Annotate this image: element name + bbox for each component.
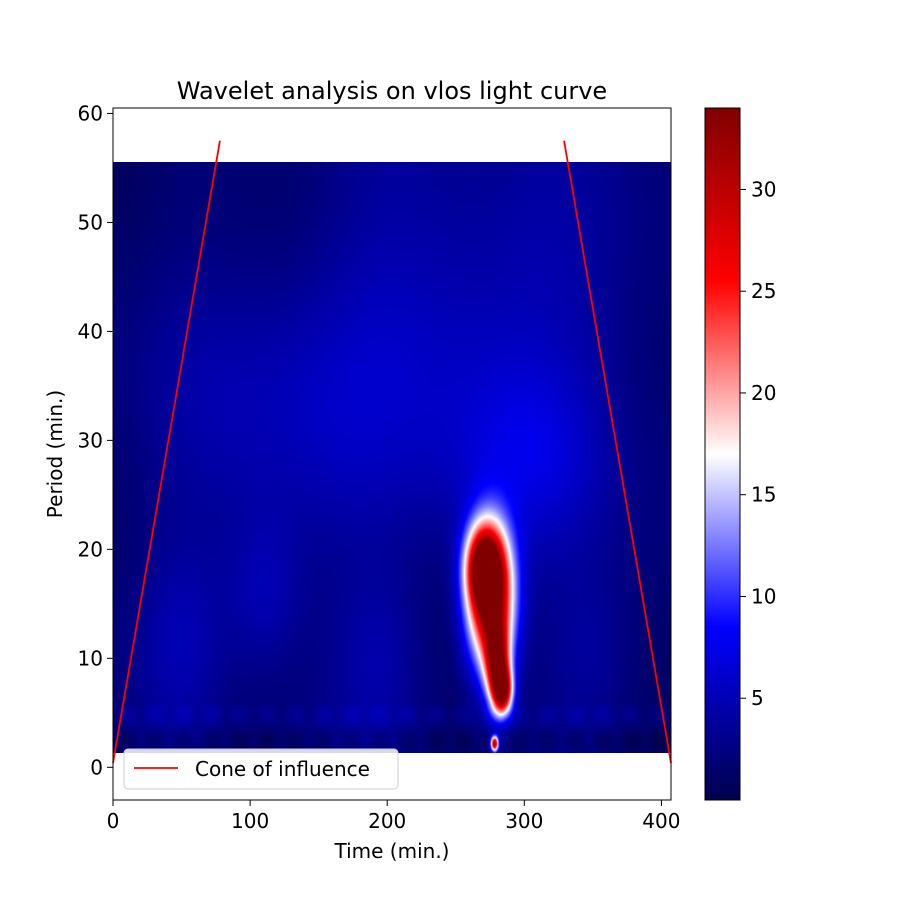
legend-label-cone-of-influence: Cone of influence	[195, 757, 370, 781]
y-axis: 0 10 20 30 40 50 60	[78, 101, 113, 779]
colorbar-tick-label: 10	[751, 584, 776, 608]
colorbar-tick-label: 5	[751, 686, 764, 710]
y-axis-label: Period (min.)	[43, 390, 67, 518]
x-tick-label: 100	[231, 809, 269, 833]
colorbar: 5 10 15 20 25 30	[704, 107, 776, 801]
x-tick-label: 300	[505, 809, 543, 833]
y-tick-label: 40	[78, 319, 103, 343]
x-tick-label: 400	[642, 809, 680, 833]
x-axis-label: Time (min.)	[334, 839, 450, 863]
y-tick-label: 0	[90, 755, 103, 779]
colorbar-tick-label: 30	[751, 177, 776, 201]
colorbar-tick-label: 20	[751, 381, 776, 405]
y-tick-label: 50	[78, 210, 103, 234]
colorbar-tick-label: 25	[751, 279, 776, 303]
y-tick-label: 60	[78, 101, 103, 125]
power-spectrum-heatmap	[113, 162, 671, 754]
chart-title: Wavelet analysis on vlos light curve	[177, 77, 607, 105]
colorbar-gradient	[704, 107, 741, 801]
legend: Cone of influence	[123, 748, 399, 790]
legend-box	[123, 748, 399, 790]
x-tick-label: 0	[107, 809, 120, 833]
cone-of-influence	[112, 140, 672, 764]
y-tick-label: 10	[78, 646, 103, 670]
plot-frame	[112, 107, 672, 801]
cone-of-influence-line-2	[563, 140, 672, 764]
cone-of-influence-line-1	[112, 140, 221, 764]
y-tick-label: 30	[78, 428, 103, 452]
x-axis: 0 100 200 300 400	[107, 800, 680, 833]
heatmap-image	[113, 162, 671, 754]
y-tick-label: 20	[78, 537, 103, 561]
colorbar-tick-label: 15	[751, 483, 776, 507]
x-tick-label: 200	[368, 809, 406, 833]
colorbar-ticks: 5 10 15 20 25 30	[740, 177, 776, 710]
